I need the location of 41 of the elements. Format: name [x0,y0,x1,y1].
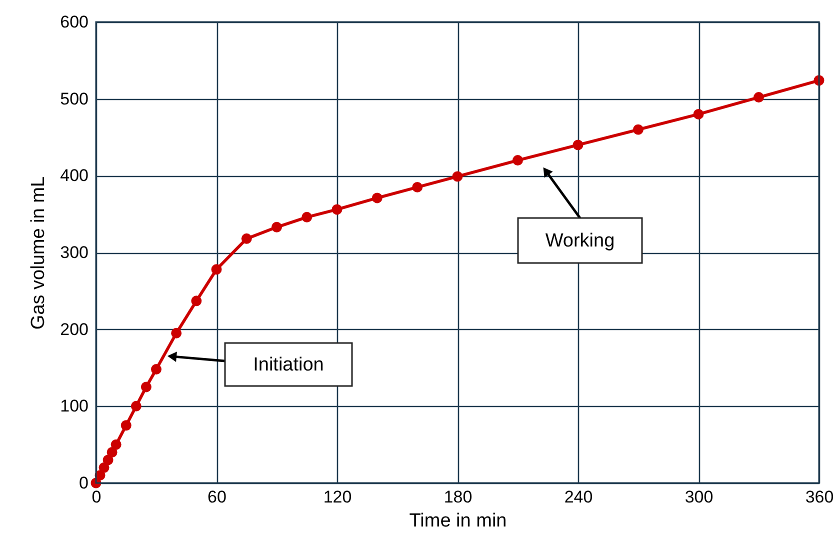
y-tick-label: 500 [60,89,88,108]
point [211,264,222,275]
y-tick-label: 200 [60,320,88,339]
x-tick-label: 180 [444,488,472,506]
x-tick-label: 60 [208,488,226,506]
x-tick-label: 240 [564,488,593,506]
point [633,124,644,135]
point [452,171,463,182]
point [110,439,122,450]
y-tick-label: 100 [60,396,88,416]
x-axis-title: Time in min [409,510,507,532]
point [512,155,523,166]
point [572,140,584,150]
annotation: Initiation [253,354,324,376]
point [106,447,118,458]
point [191,296,202,306]
y-axis-title: Gas volume in mL [28,176,50,330]
y-tick-label: 600 [60,12,88,32]
point [98,462,110,473]
point [120,420,132,431]
x-tick-label: 300 [684,488,714,506]
annotation: Working [545,230,615,252]
point [140,382,152,392]
point [272,222,282,232]
point [332,204,342,215]
y-tick-label: 300 [60,243,88,262]
point [412,182,423,192]
point [372,192,382,204]
point [151,364,162,375]
x-tick-label: 360 [805,488,834,506]
point [693,108,704,120]
point [754,92,764,103]
point [302,212,312,222]
y-tick-label: 400 [60,166,88,186]
y-tick-label: 0 [79,474,88,492]
point [171,328,182,338]
point [241,233,252,244]
point [102,454,114,466]
x-tick-label: 0 [92,488,102,506]
x-tick-label: 120 [323,488,352,506]
point [130,400,142,412]
